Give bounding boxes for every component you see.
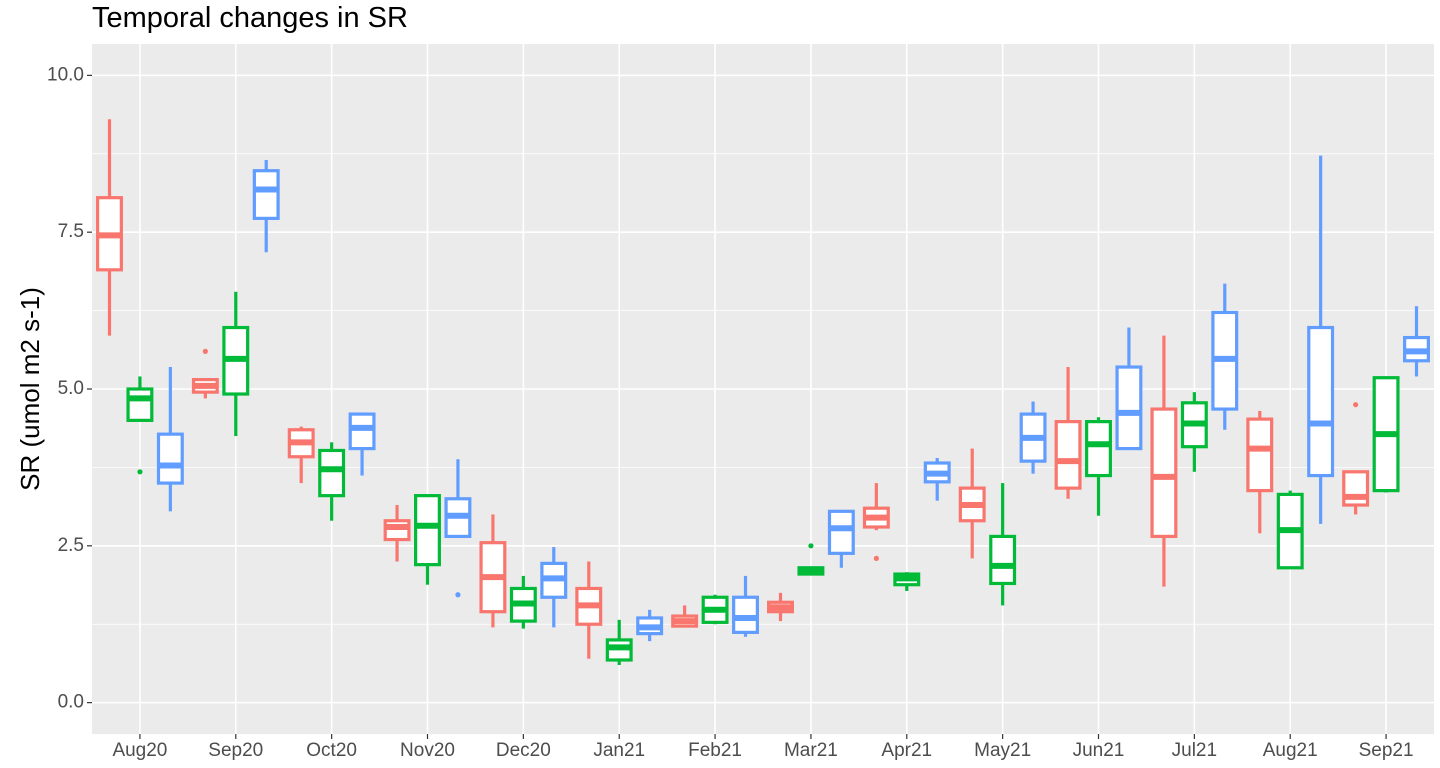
box-Oct20-series-1 xyxy=(287,426,315,484)
box-Sep21-series-1 xyxy=(1342,402,1370,515)
box-iqr xyxy=(1115,365,1143,451)
box-Aug20-series-3 xyxy=(156,367,184,512)
box-Feb21-series-1 xyxy=(671,605,699,628)
box-Sep21-series-3 xyxy=(1403,306,1430,377)
box-Feb21-series-2 xyxy=(701,594,729,625)
box-Aug20-series-1 xyxy=(96,119,123,336)
outlier-point xyxy=(455,592,461,598)
box-Jun21-series-3 xyxy=(1115,327,1143,451)
box-Nov20-series-3 xyxy=(444,459,472,598)
grid-layer xyxy=(92,44,1434,734)
box-iqr xyxy=(732,595,759,634)
box-Jan21-series-1 xyxy=(575,561,603,659)
x-tick-label: Dec20 xyxy=(496,740,551,761)
y-tick-label: 10.0 xyxy=(47,64,84,85)
x-tick-label: Oct20 xyxy=(306,740,357,761)
box-Dec20-series-2 xyxy=(509,575,537,629)
box-Apr21-series-2 xyxy=(893,572,921,591)
box-Aug21-series-2 xyxy=(1276,490,1304,570)
x-tick-label: Sep21 xyxy=(1359,740,1414,761)
box-Mar21-series-1 xyxy=(767,592,794,622)
box-iqr xyxy=(1246,417,1274,493)
box-iqr xyxy=(827,509,855,555)
x-tick-label: Nov20 xyxy=(400,740,455,761)
box-Jul21-series-2 xyxy=(1180,392,1208,472)
box-Aug21-series-1 xyxy=(1246,410,1274,534)
x-tick-label: Sep20 xyxy=(208,740,263,761)
box-May21-series-1 xyxy=(958,448,986,559)
box-Jan21-series-3 xyxy=(636,609,664,642)
box-Nov20-series-1 xyxy=(383,505,411,562)
box-May21-series-2 xyxy=(989,483,1017,606)
box-Sep20-series-3 xyxy=(252,160,280,253)
box-iqr xyxy=(318,448,346,498)
box-iqr xyxy=(252,169,280,220)
box-Oct20-series-3 xyxy=(348,412,376,476)
box-Oct20-series-2 xyxy=(318,442,346,521)
box-iqr xyxy=(1054,420,1082,490)
x-tick-label: Apr21 xyxy=(881,740,932,761)
box-Sep21-series-2 xyxy=(1372,376,1400,493)
box-Dec20-series-1 xyxy=(479,514,507,628)
chart-title: Temporal changes in SR xyxy=(92,2,408,34)
box-May21-series-3 xyxy=(1019,401,1047,474)
axis-layer: 0.0 2.5 5.0 7.5 10.0 Aug20 Sep20 Oct20 Nov20 Dec2… xyxy=(47,64,1414,761)
box-iqr xyxy=(1307,325,1335,478)
x-tick-label: Feb21 xyxy=(688,740,742,761)
box-iqr xyxy=(156,432,184,485)
box-iqr xyxy=(1085,420,1112,478)
box-Jul21-series-1 xyxy=(1150,335,1178,587)
box-Sep20-series-1 xyxy=(191,348,219,399)
box-Jul21-series-3 xyxy=(1211,283,1239,430)
outlier-point xyxy=(137,469,143,475)
box-Jun21-series-2 xyxy=(1085,417,1112,516)
x-tick-label: Jul21 xyxy=(1172,740,1217,761)
x-tick-label: Mar21 xyxy=(784,740,838,761)
box-iqr xyxy=(414,494,441,567)
box-Nov20-series-2 xyxy=(414,494,441,585)
box-iqr xyxy=(1342,470,1370,507)
outlier-point xyxy=(808,543,814,549)
box-layer xyxy=(96,119,1430,665)
box-Dec20-series-3 xyxy=(540,547,568,628)
box-Apr21-series-1 xyxy=(862,483,890,561)
y-tick-label: 7.5 xyxy=(58,221,84,242)
box-iqr xyxy=(383,519,411,542)
box-iqr xyxy=(126,387,154,422)
box-Aug21-series-3 xyxy=(1307,155,1335,524)
x-tick-label: Aug21 xyxy=(1263,740,1318,761)
y-tick-label: 0.0 xyxy=(58,692,84,713)
y-tick-label: 2.5 xyxy=(58,535,84,556)
outlier-point xyxy=(873,555,879,561)
x-tick-label: Jan21 xyxy=(593,740,645,761)
outlier-point xyxy=(202,348,208,354)
box-iqr xyxy=(989,534,1017,586)
box-Jun21-series-1 xyxy=(1054,367,1082,499)
x-tick-label: May21 xyxy=(974,740,1031,761)
box-Mar21-series-3 xyxy=(827,509,855,568)
y-tick-label: 5.0 xyxy=(58,378,84,399)
outlier-point xyxy=(1353,402,1359,408)
box-Feb21-series-3 xyxy=(732,575,759,637)
y-axis-title: SR (umol m2 s-1) xyxy=(15,287,45,491)
x-tick-label: Jun21 xyxy=(1073,740,1125,761)
box-Jan21-series-2 xyxy=(605,619,633,665)
x-tick-label: Aug20 xyxy=(112,740,167,761)
box-Mar21-series-2 xyxy=(797,543,825,576)
box-Apr21-series-3 xyxy=(923,458,951,501)
box-Aug20-series-2 xyxy=(126,376,154,475)
box-iqr xyxy=(1150,407,1178,539)
box-Sep20-series-2 xyxy=(222,291,250,437)
box-iqr xyxy=(348,412,376,451)
